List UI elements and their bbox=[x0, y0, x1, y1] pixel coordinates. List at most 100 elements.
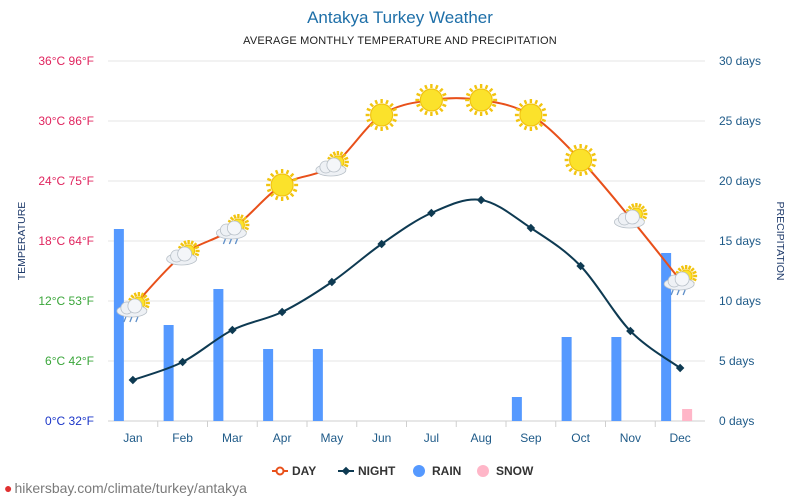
sun-rays bbox=[415, 84, 448, 116]
right-tick-label: 25 days bbox=[719, 114, 761, 128]
sun-ray bbox=[568, 167, 573, 173]
night-point bbox=[576, 261, 585, 271]
sun-ray bbox=[343, 156, 349, 161]
night-point bbox=[476, 195, 486, 205]
legend-marker bbox=[341, 466, 351, 476]
rain-drop bbox=[670, 289, 674, 296]
sun-ray bbox=[416, 92, 421, 97]
sun-rays bbox=[266, 169, 299, 201]
cloud-part bbox=[326, 157, 342, 173]
left-axis-title: TEMPERATURE bbox=[16, 202, 28, 281]
sun-rays bbox=[365, 99, 398, 131]
sun-cloud-icon bbox=[166, 240, 200, 266]
rain-drop bbox=[228, 238, 232, 245]
sun-ray bbox=[369, 102, 374, 108]
cloud-part bbox=[177, 246, 193, 262]
sun-ray bbox=[588, 147, 593, 153]
sun-ray bbox=[341, 153, 347, 158]
legend-label: SNOW bbox=[496, 464, 534, 478]
sun-ray bbox=[385, 125, 389, 131]
sun-ray bbox=[190, 240, 194, 245]
sun-ray bbox=[374, 99, 379, 105]
night-point bbox=[228, 325, 237, 335]
sun-ray bbox=[434, 110, 439, 116]
left-tick-label: 0°C 32°F bbox=[45, 414, 94, 428]
night-point bbox=[327, 277, 337, 287]
legend-marker bbox=[413, 465, 425, 477]
x-tick-label: Jun bbox=[372, 431, 391, 445]
sun-ray bbox=[269, 192, 275, 198]
legend-marker bbox=[477, 465, 489, 477]
x-tick-label: Mar bbox=[222, 431, 243, 445]
sun-ray bbox=[687, 265, 692, 270]
rain-drop bbox=[234, 238, 238, 245]
sun-ray bbox=[591, 152, 596, 157]
sun-ray bbox=[389, 102, 394, 108]
sun-ray bbox=[677, 267, 683, 272]
sun-ray bbox=[366, 118, 371, 123]
left-tick-label: 12°C 53°F bbox=[38, 294, 94, 308]
sun-ray bbox=[244, 226, 249, 231]
right-axis-title: PRECIPITATION bbox=[774, 202, 786, 281]
sun-ray bbox=[242, 216, 248, 221]
sun-ray bbox=[640, 205, 646, 210]
sun-ray bbox=[465, 103, 471, 108]
rain-bar bbox=[312, 349, 323, 421]
sun-ray bbox=[183, 240, 188, 245]
night-point bbox=[128, 375, 138, 385]
source-link[interactable]: ● hikersbay.com/climate/turkey/antakya bbox=[4, 480, 247, 496]
sun-ray bbox=[192, 242, 198, 247]
sun-ray bbox=[565, 152, 570, 157]
cloud-part bbox=[624, 209, 640, 225]
x-tick-label: Jul bbox=[424, 431, 439, 445]
rain-bar bbox=[213, 289, 224, 421]
night-point bbox=[675, 363, 685, 373]
sun-ray bbox=[473, 84, 478, 90]
legend-item-rain: RAIN bbox=[413, 464, 461, 478]
sun-ray bbox=[339, 151, 344, 156]
sun-ray bbox=[568, 147, 573, 153]
sun-icon bbox=[266, 169, 299, 201]
sun-ray bbox=[642, 215, 647, 220]
sun-cloud-icon bbox=[315, 151, 349, 177]
source-link-text: hikersbay.com/climate/turkey/antakya bbox=[14, 480, 247, 496]
sun-ray bbox=[565, 163, 570, 168]
sun-ray bbox=[285, 169, 290, 175]
rain-drop bbox=[222, 238, 226, 245]
sun-ray bbox=[488, 107, 494, 113]
x-tick-label: Aug bbox=[470, 431, 491, 445]
sun-ray bbox=[442, 92, 447, 97]
rain-bar bbox=[113, 229, 124, 421]
chart-title: Antakya Turkey Weather bbox=[307, 8, 493, 27]
sun-ray bbox=[465, 92, 471, 97]
sun-ray bbox=[534, 125, 539, 131]
left-tick-label: 36°C 96°F bbox=[38, 54, 94, 68]
rain-bar bbox=[511, 397, 522, 421]
sun-disc bbox=[469, 88, 493, 112]
sun-ray bbox=[392, 118, 397, 123]
sun-icon bbox=[564, 144, 597, 176]
sun-ray bbox=[366, 107, 371, 112]
sun-ray bbox=[573, 170, 578, 176]
sun-ray bbox=[266, 177, 272, 182]
sun-disc bbox=[270, 173, 294, 197]
sun-cloud-rain-icon bbox=[116, 292, 150, 323]
sun-ray bbox=[468, 87, 474, 93]
sun-ray bbox=[343, 163, 349, 168]
night-point bbox=[178, 357, 187, 367]
sun-ray bbox=[140, 292, 145, 297]
sun-rays bbox=[564, 144, 597, 176]
right-tick-label: 10 days bbox=[719, 294, 761, 308]
sun-icon bbox=[415, 84, 448, 116]
rain-bar bbox=[611, 337, 622, 421]
sun-ray bbox=[233, 214, 237, 219]
x-tick-label: May bbox=[321, 431, 344, 445]
sun-ray bbox=[680, 265, 685, 270]
sun-ray bbox=[534, 99, 539, 105]
sun-ray bbox=[292, 188, 298, 193]
x-tick-label: Feb bbox=[172, 431, 193, 445]
legend-marker bbox=[275, 466, 285, 476]
rain-drop bbox=[123, 316, 127, 323]
location-pin-icon: ● bbox=[4, 480, 13, 496]
cloud-part bbox=[226, 220, 242, 236]
